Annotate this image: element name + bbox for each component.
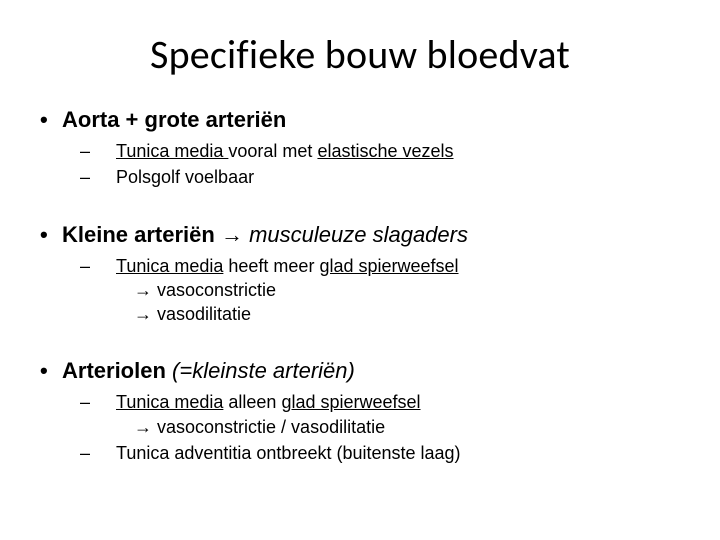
list-item: –Tunica adventitia ontbreekt (buitenste … — [98, 441, 680, 465]
text-underline: Tunica media — [116, 256, 223, 276]
text-underline: Tunica media — [116, 392, 223, 412]
text-underline: glad spierweefsel — [281, 392, 420, 412]
text: vooral met — [228, 141, 317, 161]
bullet-list-level1: •Aorta + grote arteriën –Tunica media vo… — [40, 107, 680, 465]
dash-icon: – — [98, 441, 116, 465]
dash-icon: – — [98, 254, 116, 278]
bullet-arteriolen: •Arteriolen (=kleinste arteriën) — [40, 358, 680, 384]
dash-icon: – — [98, 139, 116, 163]
text: alleen — [223, 392, 281, 412]
list-item: –Tunica media alleen glad spierweefsel →… — [98, 390, 680, 439]
bullet-label-bold: Arteriolen — [62, 358, 172, 383]
slide: Specifieke bouw bloedvat •Aorta + grote … — [0, 0, 720, 540]
bullet-kleine-arterien: •Kleine arteriën → musculeuze slagaders — [40, 222, 680, 248]
bullet-icon: • — [40, 222, 62, 248]
list-item: –Tunica media heeft meer glad spierweefs… — [98, 254, 680, 327]
text: heeft meer — [223, 256, 319, 276]
text: → vasoconstrictie — [116, 278, 680, 302]
arrow-icon: → — [215, 222, 249, 247]
dash-icon: – — [98, 165, 116, 189]
bullet-label-italic: musculeuze slagaders — [249, 222, 468, 247]
text-underline: glad spierweefsel — [319, 256, 458, 276]
text: Tunica adventitia ontbreekt (buitenste l… — [116, 443, 461, 463]
bullet-aorta: •Aorta + grote arteriën — [40, 107, 680, 133]
slide-title: Specifieke bouw bloedvat — [40, 30, 680, 79]
bullet-list-level2: –Tunica media heeft meer glad spierweefs… — [40, 254, 680, 327]
bullet-list-level2: –Tunica media vooral met elastische veze… — [40, 139, 680, 190]
bullet-icon: • — [40, 358, 62, 384]
bullet-label-bold: Kleine arteriën — [62, 222, 215, 247]
text: → vasodilitatie — [116, 302, 680, 326]
text: Polsgolf voelbaar — [116, 167, 254, 187]
list-item: •Aorta + grote arteriën –Tunica media vo… — [40, 107, 680, 190]
bullet-label-italic: (=kleinste arteriën) — [172, 358, 355, 383]
text: → vasoconstrictie / vasodilitatie — [116, 415, 680, 439]
list-item: –Polsgolf voelbaar — [98, 165, 680, 189]
bullet-label: Aorta + grote arteriën — [62, 107, 286, 132]
bullet-icon: • — [40, 107, 62, 133]
text-underline: elastische vezels — [317, 141, 453, 161]
list-item: •Arteriolen (=kleinste arteriën) –Tunica… — [40, 358, 680, 465]
bullet-list-level2: –Tunica media alleen glad spierweefsel →… — [40, 390, 680, 465]
text-underline: Tunica media — [116, 141, 228, 161]
dash-icon: – — [98, 390, 116, 414]
list-item: •Kleine arteriën → musculeuze slagaders … — [40, 222, 680, 327]
list-item: –Tunica media vooral met elastische veze… — [98, 139, 680, 163]
